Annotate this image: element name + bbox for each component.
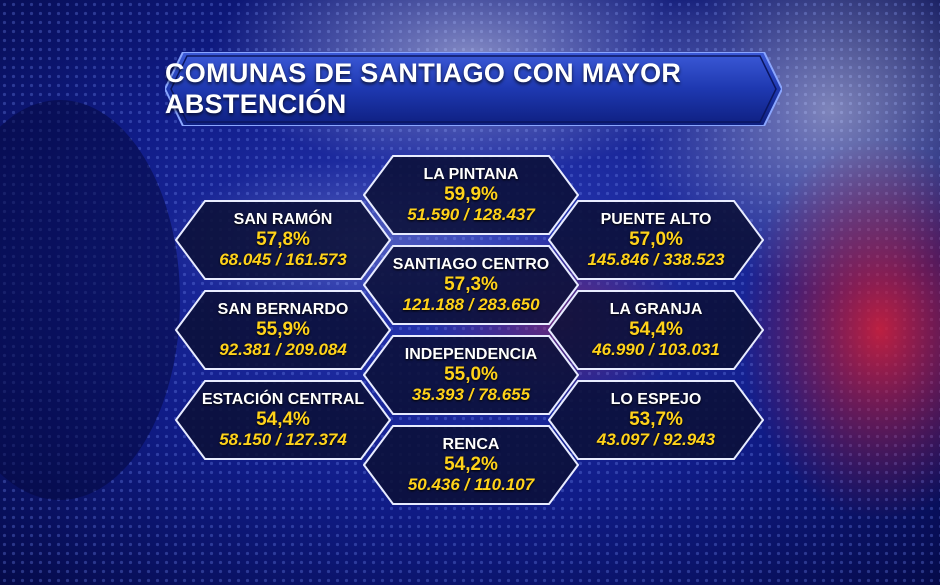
comuna-card: ESTACIÓN CENTRAL 54,4% 58.150 / 127.374 bbox=[175, 380, 391, 460]
abstention-percent: 54,4% bbox=[256, 409, 310, 430]
abstention-votes: 46.990 / 103.031 bbox=[592, 340, 720, 359]
comuna-card: SANTIAGO CENTRO 57,3% 121.188 / 283.650 bbox=[363, 245, 579, 325]
abstention-votes: 68.045 / 161.573 bbox=[219, 250, 347, 269]
hex-shape bbox=[363, 425, 579, 505]
abstention-percent: 57,8% bbox=[256, 229, 310, 250]
comuna-name: LA GRANJA bbox=[609, 301, 703, 318]
abstention-percent: 54,2% bbox=[444, 454, 498, 475]
comuna-card: LO ESPEJO 53,7% 43.097 / 92.943 bbox=[548, 380, 764, 460]
comuna-card: INDEPENDENCIA 55,0% 35.393 / 78.655 bbox=[363, 335, 579, 415]
comuna-name: LO ESPEJO bbox=[610, 391, 702, 408]
comuna-card: LA GRANJA 54,4% 46.990 / 103.031 bbox=[548, 290, 764, 370]
abstention-votes: 35.393 / 78.655 bbox=[411, 385, 531, 404]
abstention-votes: 58.150 / 127.374 bbox=[219, 430, 347, 449]
comuna-card: PUENTE ALTO 57,0% 145.846 / 338.523 bbox=[548, 200, 764, 280]
comuna-card: RENCA 54,2% 50.436 / 110.107 bbox=[363, 425, 579, 505]
abstention-percent: 55,9% bbox=[256, 319, 310, 340]
hex-shape bbox=[363, 155, 579, 235]
hex-shape bbox=[548, 290, 764, 370]
hex-shape bbox=[363, 245, 579, 325]
hex-shape bbox=[175, 290, 391, 370]
comuna-name: SANTIAGO CENTRO bbox=[392, 256, 550, 273]
abstention-votes: 121.188 / 283.650 bbox=[402, 295, 540, 314]
page-title: COMUNAS DE SANTIAGO CON MAYOR ABSTENCIÓN bbox=[165, 58, 682, 119]
comuna-name: RENCA bbox=[442, 436, 500, 453]
comuna-name: ESTACIÓN CENTRAL bbox=[201, 391, 365, 408]
abstention-votes: 92.381 / 209.084 bbox=[219, 340, 347, 359]
comuna-name: SAN BERNARDO bbox=[217, 301, 349, 318]
abstention-percent: 55,0% bbox=[444, 364, 498, 385]
comuna-name: INDEPENDENCIA bbox=[404, 346, 538, 363]
abstention-votes: 50.436 / 110.107 bbox=[407, 475, 535, 494]
abstention-percent: 57,0% bbox=[629, 229, 683, 250]
comuna-name: PUENTE ALTO bbox=[600, 211, 712, 228]
title-banner: COMUNAS DE SANTIAGO CON MAYOR ABSTENCIÓN bbox=[165, 52, 782, 126]
comuna-name: SAN RAMÓN bbox=[233, 211, 333, 228]
comuna-card: SAN RAMÓN 57,8% 68.045 / 161.573 bbox=[175, 200, 391, 280]
hex-shape bbox=[363, 335, 579, 415]
hex-shape bbox=[548, 200, 764, 280]
comuna-card: LA PINTANA 59,9% 51.590 / 128.437 bbox=[363, 155, 579, 235]
abstention-votes: 43.097 / 92.943 bbox=[596, 430, 716, 449]
hex-shape bbox=[175, 200, 391, 280]
abstention-percent: 57,3% bbox=[444, 274, 498, 295]
hex-shape bbox=[175, 380, 391, 460]
comuna-name: LA PINTANA bbox=[423, 166, 519, 183]
abstention-percent: 54,4% bbox=[629, 319, 683, 340]
abstention-percent: 53,7% bbox=[629, 409, 683, 430]
abstention-votes: 51.590 / 128.437 bbox=[407, 205, 535, 224]
hex-shape bbox=[548, 380, 764, 460]
abstention-votes: 145.846 / 338.523 bbox=[587, 250, 725, 269]
comuna-card: SAN BERNARDO 55,9% 92.381 / 209.084 bbox=[175, 290, 391, 370]
abstention-percent: 59,9% bbox=[444, 184, 498, 205]
